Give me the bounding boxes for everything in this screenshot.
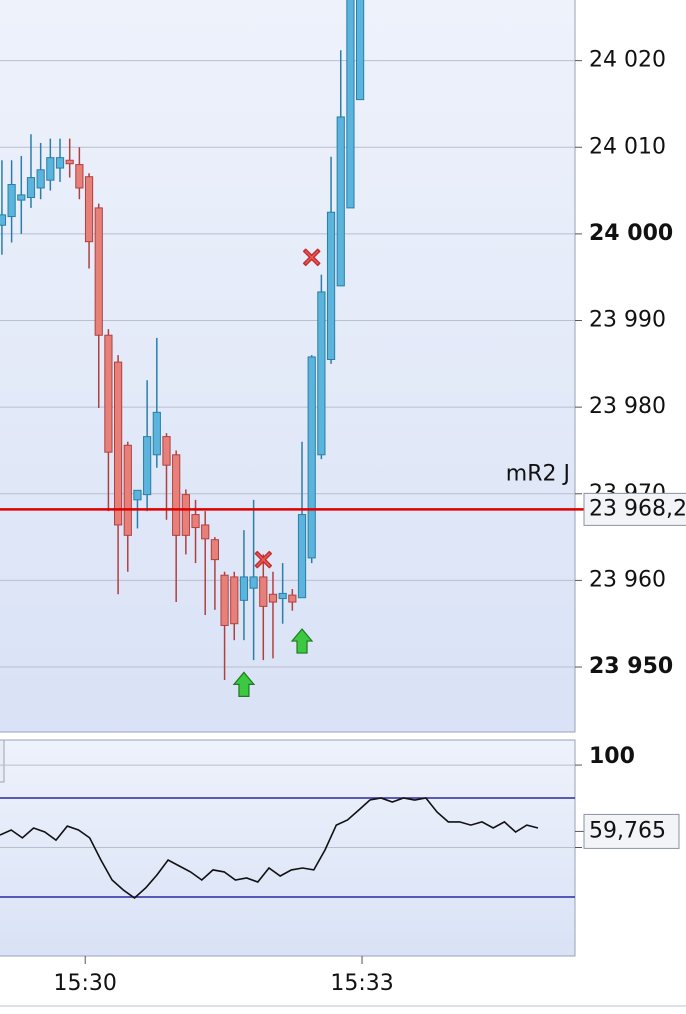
sell-signal [302, 248, 321, 267]
candle-body [297, 514, 307, 599]
price-tag [583, 492, 686, 526]
candle-body [210, 539, 219, 561]
candle-body [191, 514, 200, 529]
candle-body [7, 184, 16, 218]
y-tick-label: 24 000 [589, 221, 673, 246]
candle-body [143, 436, 152, 496]
y-tick-label: 23 980 [589, 394, 666, 419]
candle-body [336, 116, 345, 287]
sell-signal [254, 550, 273, 569]
y-tick-label: 23 990 [589, 308, 666, 333]
candle-body [307, 356, 316, 559]
candle-body [133, 489, 142, 501]
candle-body [239, 576, 249, 601]
candle-body [201, 524, 210, 540]
value-tag [583, 813, 680, 849]
candle-body [123, 444, 132, 536]
candle-body [346, 0, 355, 209]
candle-body [65, 159, 74, 165]
candle-body [220, 574, 229, 626]
candle-body [288, 594, 297, 603]
candle-body [326, 211, 336, 361]
candle-body [317, 291, 326, 456]
main-plot [0, 0, 575, 697]
main-panel [0, 0, 576, 733]
candle-body [55, 157, 65, 169]
candle-body [181, 494, 190, 536]
candle-body [104, 334, 113, 453]
y-tick-label: 24 010 [589, 134, 666, 159]
oscillator-line [0, 797, 539, 900]
x-tick-label: 15:30 [53, 971, 116, 996]
value-tag-label: 59,765 [589, 818, 666, 843]
osc-plot [0, 764, 575, 900]
candle-body [94, 207, 103, 336]
x-tick-label: 15:33 [330, 971, 393, 996]
y-tick-label: 100 [589, 744, 635, 769]
candle-body [75, 164, 84, 189]
candle-body [230, 576, 239, 625]
candle-body [152, 411, 161, 456]
buy-signal [232, 671, 256, 697]
price-tag-label: 23 968,2 [589, 496, 686, 521]
candle-body [356, 0, 365, 101]
candle-body [249, 576, 258, 589]
candle-body [268, 593, 278, 603]
candle-body [17, 194, 26, 201]
buy-signal [290, 628, 314, 654]
candle-body [162, 436, 171, 466]
candle-body [36, 169, 45, 189]
candle-body [84, 176, 94, 243]
panel-handle [0, 739, 5, 783]
y-tick-label: 24 020 [589, 48, 666, 73]
y-tick-label: 23 960 [589, 567, 666, 592]
candle-body [0, 214, 7, 226]
candle-body [259, 576, 268, 607]
y-tick-label: 23 950 [589, 654, 673, 679]
candle-body [26, 177, 36, 199]
level-name: mR2 J [506, 461, 570, 486]
candle-body [172, 454, 181, 536]
candle-body [46, 157, 55, 181]
candle-body [113, 361, 123, 526]
candle-body [278, 592, 287, 600]
